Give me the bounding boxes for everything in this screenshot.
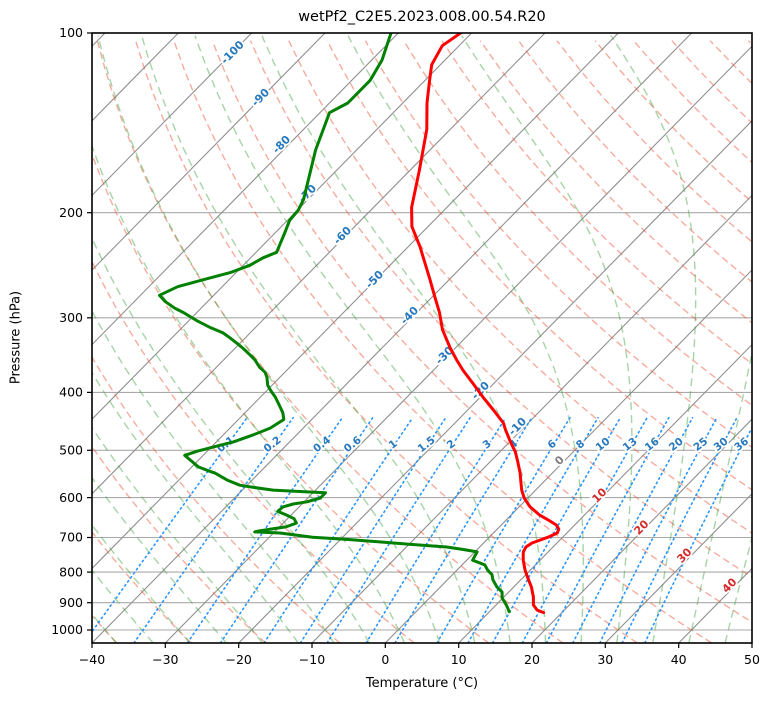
x-tick-label: −20 bbox=[226, 652, 252, 667]
y-tick-label: 500 bbox=[59, 443, 83, 458]
y-tick-label: 900 bbox=[59, 595, 83, 610]
x-tick-label: −10 bbox=[299, 652, 325, 667]
y-tick-label: 800 bbox=[59, 564, 83, 579]
y-tick-label: 100 bbox=[59, 25, 83, 40]
x-tick-label: 40 bbox=[671, 652, 687, 667]
y-tick-label: 600 bbox=[59, 490, 83, 505]
x-tick-label: 30 bbox=[597, 652, 613, 667]
x-axis-label: Temperature (°C) bbox=[365, 676, 479, 691]
x-tick-label: 20 bbox=[524, 652, 540, 667]
x-tick-label: 50 bbox=[744, 652, 760, 667]
y-tick-label: 300 bbox=[59, 310, 83, 325]
y-tick-label: 400 bbox=[59, 385, 83, 400]
x-tick-label: −30 bbox=[152, 652, 178, 667]
x-tick-label: 0 bbox=[381, 652, 389, 667]
y-tick-label: 200 bbox=[59, 205, 83, 220]
y-tick-label: 700 bbox=[59, 530, 83, 545]
chart-title: wetPf2_C2E5.2023.008.00.54.R20 bbox=[298, 9, 546, 25]
y-axis-label: Pressure (hPa) bbox=[8, 290, 24, 385]
x-tick-label: −40 bbox=[79, 652, 105, 667]
x-tick-label: 10 bbox=[451, 652, 467, 667]
y-tick-label: 1000 bbox=[51, 622, 83, 637]
